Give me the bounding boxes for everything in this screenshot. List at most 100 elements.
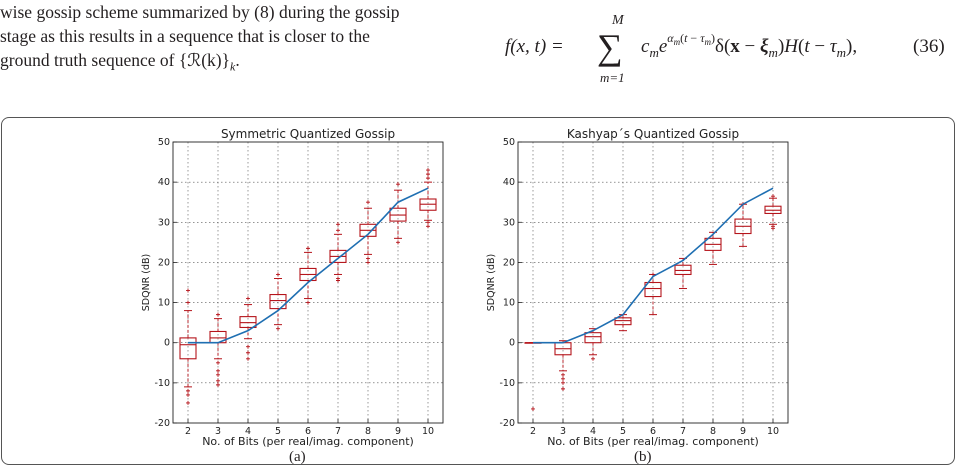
y-tick-label: 50 bbox=[158, 137, 170, 148]
y-tick-label: -20 bbox=[499, 418, 515, 429]
equation-lhs: f(x, t) = bbox=[505, 36, 564, 57]
outlier-point bbox=[276, 272, 280, 277]
body-text: wise gossip scheme summarized by (8) dur… bbox=[0, 0, 400, 79]
body-text-period: . bbox=[235, 50, 240, 70]
sum-lower-limit: m=1 bbox=[600, 70, 625, 85]
box-iqr bbox=[269, 293, 287, 310]
box-6 bbox=[299, 251, 317, 300]
y-axis-label: SDQNR (dB) bbox=[141, 254, 152, 312]
box-iqr bbox=[614, 317, 632, 326]
outlier-point bbox=[336, 222, 340, 227]
x-tick-label: 8 bbox=[710, 426, 716, 437]
outlier-point bbox=[336, 228, 340, 233]
x-tick-label: 3 bbox=[215, 426, 221, 437]
y-tick-label: 20 bbox=[158, 257, 170, 268]
box-7 bbox=[329, 233, 347, 275]
outlier-point bbox=[771, 224, 775, 229]
box-iqr bbox=[179, 337, 197, 360]
y-tick-label: 40 bbox=[158, 177, 170, 188]
box-9 bbox=[389, 189, 407, 239]
x-tick-label: 9 bbox=[740, 426, 746, 437]
outlier-point bbox=[246, 296, 250, 301]
outlier-point bbox=[306, 300, 310, 305]
box-8 bbox=[704, 231, 722, 265]
y-tick-label: 10 bbox=[503, 298, 515, 309]
y-tick-label: -20 bbox=[154, 418, 170, 429]
outlier-point bbox=[186, 400, 190, 405]
svg-text:cmeαm(t − τm)δ(x − ξm)H(t − τm: cmeαm(t − τm)δ(x − ξm)H(t − τm), bbox=[641, 31, 857, 60]
box-9 bbox=[734, 203, 752, 247]
outlier-point bbox=[216, 382, 220, 387]
outlier-point bbox=[366, 200, 370, 205]
x-tick-label: 7 bbox=[335, 426, 341, 437]
y-tick-label: 0 bbox=[164, 338, 170, 349]
x-tick-label: 2 bbox=[530, 426, 536, 437]
equation-number: (36) bbox=[913, 36, 945, 57]
outlier-point bbox=[246, 344, 250, 349]
outlier-point bbox=[561, 376, 565, 381]
y-tick-label: 30 bbox=[158, 217, 170, 228]
outlier-point bbox=[186, 288, 190, 293]
y-tick-label: 20 bbox=[503, 257, 515, 268]
chart-kashyaps-quantized-gossip: Kashyap´s Quantized Gossip -20 -10 0 10 20 30 4… bbox=[486, 127, 789, 448]
chart-title: Kashyap´s Quantized Gossip bbox=[567, 127, 739, 141]
outlier-point bbox=[426, 176, 430, 181]
chart-title: Symmetric Quantized Gossip bbox=[221, 127, 395, 141]
equation-36: f(x, t) = M ∑ m=1 cmeαm(t − τm)δ(x − ξm)… bbox=[505, 13, 945, 85]
y-tick-label: 30 bbox=[503, 217, 515, 228]
outlier-point bbox=[246, 350, 250, 355]
outlier-point bbox=[216, 378, 220, 383]
outlier-point bbox=[216, 368, 220, 373]
x-tick-label: 6 bbox=[650, 426, 656, 437]
body-text-subscript: k bbox=[230, 59, 236, 74]
outlier-point bbox=[216, 372, 220, 377]
x-tick-label: 4 bbox=[245, 426, 251, 437]
box-5 bbox=[614, 314, 632, 332]
body-text-line-1: wise gossip scheme summarized by (8) dur… bbox=[0, 2, 400, 22]
box-10 bbox=[419, 181, 437, 221]
box-2 bbox=[179, 310, 197, 388]
y-tick-label: -10 bbox=[154, 378, 170, 389]
figure-frame: Symmetric Quantized Gossip -20 -10 0 10 20 30 4… bbox=[1, 117, 955, 465]
outlier-point bbox=[186, 392, 190, 397]
outlier-point bbox=[426, 224, 430, 229]
outlier-point bbox=[366, 260, 370, 265]
x-tick-label: 5 bbox=[275, 426, 281, 437]
x-tick-label: 10 bbox=[422, 426, 434, 437]
box-8 bbox=[359, 207, 377, 255]
box-6 bbox=[644, 273, 662, 316]
x-tick-label: 8 bbox=[365, 426, 371, 437]
outlier-point bbox=[306, 246, 310, 251]
outlier-point bbox=[186, 300, 190, 305]
y-tick-label: 10 bbox=[158, 298, 170, 309]
box-iqr bbox=[239, 316, 257, 329]
box-3 bbox=[554, 340, 572, 372]
box-iqr bbox=[674, 264, 692, 276]
x-tick-label: 4 bbox=[590, 426, 596, 437]
sum-upper-limit: M bbox=[611, 13, 625, 28]
x-tick-label: 3 bbox=[560, 426, 566, 437]
y-tick-label: 0 bbox=[509, 338, 515, 349]
outlier-point bbox=[561, 386, 565, 391]
outlier-point bbox=[771, 194, 775, 199]
series-line bbox=[533, 187, 774, 344]
box-iqr bbox=[644, 281, 662, 298]
body-text-line-2: stage as this results in a sequence that… bbox=[0, 26, 370, 46]
x-tick-label: 7 bbox=[680, 426, 686, 437]
subcaption-b: (b) bbox=[634, 449, 652, 465]
outlier-point bbox=[426, 172, 430, 177]
x-tick-label: 9 bbox=[395, 426, 401, 437]
x-tick-label: 6 bbox=[305, 426, 311, 437]
y-axis-label: SDQNR (dB) bbox=[486, 254, 497, 312]
outlier-point bbox=[366, 256, 370, 261]
y-tick-label: 40 bbox=[503, 177, 515, 188]
outlier-point bbox=[396, 240, 400, 245]
x-axis-label: No. of Bits (per real/imag. component) bbox=[547, 435, 759, 448]
subcaption-a: (a) bbox=[289, 449, 306, 465]
outlier-point bbox=[186, 388, 190, 393]
x-tick-label: 2 bbox=[185, 426, 191, 437]
outlier-point bbox=[531, 406, 535, 411]
x-tick-label: 5 bbox=[620, 426, 626, 437]
equation-rhs: cmeαm(t − τm)δ(x − ξm)H(t − τm), bbox=[641, 31, 857, 60]
summation-symbol: ∑ bbox=[597, 27, 623, 67]
